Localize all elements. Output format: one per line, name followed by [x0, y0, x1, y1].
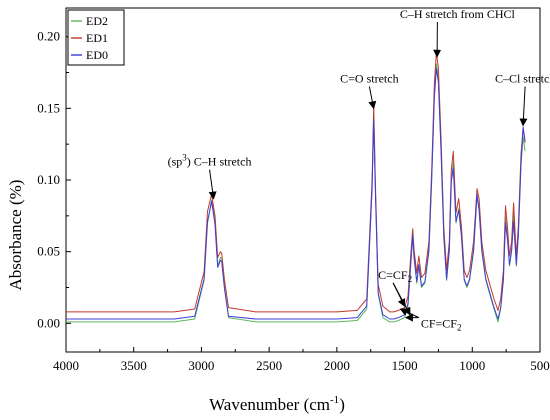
annotation-ccl: C–Cl stretch	[495, 72, 550, 127]
x-tick-label: 1500	[392, 358, 418, 373]
ticks-layer: 4000 3500 3000 2500 2000 1500 1000 500 0.00 0.05 0…	[37, 29, 550, 373]
annotation-co: C=O stretch	[340, 72, 399, 110]
annotation-text-sp3: (sp3) C–H stretch	[168, 153, 252, 169]
x-axis-title-main: Wavenumber (cm	[209, 395, 330, 414]
x-tick-label: 1000	[459, 358, 485, 373]
annotations: (sp3) C–H stretch C=O stretch C–H stretch …	[168, 7, 550, 333]
annotation-ccf2: C=CF2	[378, 268, 412, 316]
annotation-cfcf2: CF=CF2	[399, 308, 462, 333]
x-axis-title: Wavenumber (cm-1)	[209, 394, 345, 414]
x-axis-title-superscript: -1	[330, 394, 339, 406]
annotation-arrow-sp3	[208, 169, 217, 200]
y-tick-label: 0.00	[37, 315, 60, 330]
x-tick-label: 2000	[324, 358, 350, 373]
series-layer	[66, 51, 526, 323]
y-tick-label: 0.10	[37, 172, 60, 187]
annotation-arrow-co	[368, 86, 377, 110]
x-tick-label: 4000	[53, 358, 79, 373]
x-tick-label: 2500	[256, 358, 282, 373]
y-axis-title: Absorbance (%)	[6, 180, 25, 291]
y-tick-label: 0.05	[37, 244, 60, 259]
plot-border	[65, 7, 541, 353]
x-axis-title-end: )	[339, 395, 345, 414]
x-tick-label: 3000	[188, 358, 214, 373]
plot-frame	[65, 7, 541, 353]
y-tick-label: 0.20	[37, 29, 60, 44]
legend-label-ed0: ED0	[86, 48, 108, 62]
annotation-text-chcl: C–H stretch from CHCl	[400, 7, 516, 21]
annotation-arrow-cfcf2	[399, 308, 420, 319]
series-line-ed2	[66, 63, 526, 323]
annotation-text-cfcf2: CF=CF2	[421, 317, 462, 333]
annotation-sp3: (sp3) C–H stretch	[168, 153, 252, 200]
series-line-ed1	[66, 51, 526, 313]
annotation-text-ccl: C–Cl stretch	[495, 72, 550, 86]
x-tick-label: 3500	[121, 358, 147, 373]
legend-label-ed2: ED2	[86, 14, 108, 28]
x-tick-label: 500	[530, 358, 550, 373]
annotation-chcl: C–H stretch from CHCl	[400, 7, 516, 58]
annotation-arrow-ccl	[519, 86, 528, 127]
series-line-ed0	[66, 67, 526, 320]
annotation-text-co: C=O stretch	[340, 72, 398, 86]
legend-label-ed1: ED1	[86, 31, 108, 45]
y-tick-label: 0.15	[37, 100, 60, 115]
annotation-text-ccf2: C=CF2	[378, 268, 412, 284]
legend: ED2 ED1 ED0	[67, 9, 125, 66]
